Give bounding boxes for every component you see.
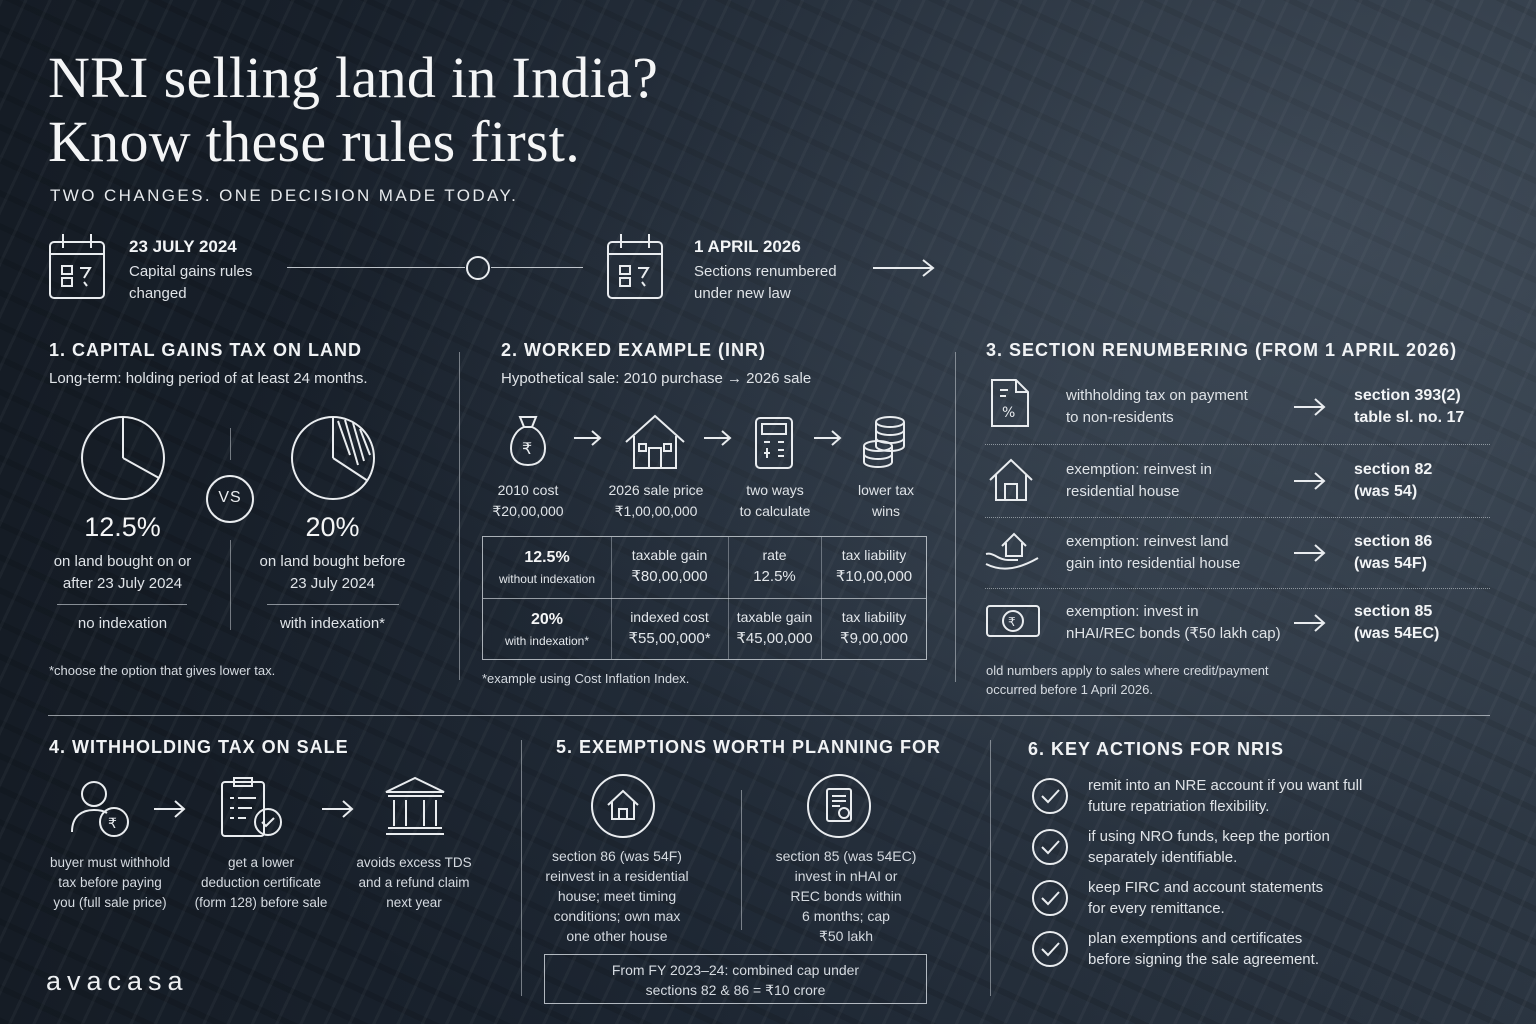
rate-left: 12.5% on land bought on or after 23 July… <box>53 512 192 592</box>
table-row-2-label: 20% with indexation* <box>504 611 590 648</box>
section-1-footnote: *choose the option that gives lower tax. <box>49 663 276 678</box>
page-title: NRI selling land in India? Know these ru… <box>48 45 659 174</box>
withholding-step-1: buyer must withhold tax before paying you … <box>49 855 171 910</box>
timeline-event-1: 23 JULY 2024 Capital gains rules changed <box>129 237 253 302</box>
section-2-intro: Hypothetical sale: 2010 purchase → 2026 … <box>501 370 812 387</box>
house-circle-icon <box>591 774 655 838</box>
arrow-right-icon <box>814 430 842 446</box>
bond-certificate-icon <box>807 774 871 838</box>
check-circle-icon <box>1032 829 1068 865</box>
rate-right: 20% on land bought before 23 July 2024 <box>259 512 406 592</box>
check-circle-icon <box>1032 931 1068 967</box>
bank-icon <box>385 776 445 835</box>
arrow-right-icon <box>154 800 186 818</box>
rupee-note-icon: ₹ <box>986 605 1040 637</box>
svg-text:₹: ₹ <box>1008 615 1016 629</box>
calculator-icon <box>755 417 793 469</box>
section-1-intro: Long-term: holding period of at least 24… <box>49 370 368 387</box>
timeline-event-2: 1 APRIL 2026 Sections renumbered under n… <box>694 237 837 302</box>
brand-logo: avacasa <box>46 966 189 996</box>
arrow-right-icon <box>574 430 602 446</box>
svg-text:%: % <box>1002 405 1015 421</box>
worked-example-table: 12.5% without indexation taxable gain ₹80,… <box>482 536 927 660</box>
section-4-title: 4. WITHHOLDING TAX ON SALE <box>49 737 349 757</box>
renumber-row-4-new: section 85 (was 54EC) <box>1354 603 1440 642</box>
calendar-icon <box>607 234 663 299</box>
renumber-row-4-desc: exemption: invest in nHAI/REC bonds (₹50 … <box>1066 603 1281 642</box>
action-item-4: plan exemptions and certificates before s… <box>1088 930 1319 968</box>
vs-badge <box>206 475 254 523</box>
clipboard-check-icon <box>221 777 282 837</box>
timeline-node <box>466 256 490 280</box>
renumber-row-3-desc: exemption: reinvest land gain into reside… <box>1066 533 1241 572</box>
check-circle-icon <box>1032 778 1068 814</box>
withholding-step-3: avoids excess TDS and a refund claim next … <box>356 855 472 910</box>
renumber-row-1-desc: withholding tax on payment to non-residen… <box>1066 387 1248 426</box>
step-calculate: two ways to calculate <box>739 482 811 519</box>
tax-document-icon: % <box>991 379 1029 427</box>
arrow-right-icon <box>1294 544 1326 562</box>
arrow-right-icon <box>704 430 732 446</box>
renumber-row-1-new: section 393(2) table sl. no. 17 <box>1354 387 1465 426</box>
exemption-right: section 85 (was 54EC) invest in nHAI or RE… <box>775 848 917 944</box>
pie-chart-icon <box>291 416 375 500</box>
arrow-right-icon <box>1294 614 1326 632</box>
arrow-right-icon <box>322 800 354 818</box>
arrow-right-icon <box>873 259 935 277</box>
action-item-2: if using NRO funds, keep the portion sepa… <box>1088 828 1330 866</box>
arrow-right-icon <box>1294 398 1326 416</box>
check-circle-icon <box>1032 880 1068 916</box>
step-cost: 2010 cost ₹20,00,000 <box>492 482 564 519</box>
section-1-title: 1. CAPITAL GAINS TAX ON LAND <box>49 340 363 360</box>
section-2-title: 2. WORKED EXAMPLE (INR) <box>501 340 767 360</box>
action-item-1: remit into an NRE account if you want fu… <box>1088 777 1363 815</box>
section-2-footnote: *example using Cost Inflation Index. <box>482 671 690 686</box>
section-6-title: 6. KEY ACTIONS FOR NRIS <box>1028 739 1285 759</box>
timeline-line <box>491 267 583 268</box>
arrow-right-icon <box>1294 472 1326 490</box>
exemption-left: section 86 (was 54F) reinvest in a reside… <box>545 848 689 944</box>
house-icon <box>625 414 685 469</box>
pie-chart-icon <box>81 416 165 500</box>
action-item-3: keep FIRC and account statements for ever… <box>1088 879 1324 917</box>
combined-cap-note <box>544 954 927 1004</box>
hand-house-icon <box>985 532 1039 570</box>
coin-stack-icon <box>863 416 905 468</box>
withholding-step-2: get a lower deduction certificate (form 12… <box>194 855 328 910</box>
step-lower-tax: lower tax wins <box>857 482 915 519</box>
timeline-line <box>287 267 465 268</box>
section-3-title: 3. SECTION RENUMBERING (FROM 1 APRIL 202… <box>986 340 1458 360</box>
renumber-row-3-new: section 86 (was 54F) <box>1354 533 1433 572</box>
house-icon <box>989 458 1033 501</box>
calendar-icon <box>49 234 105 299</box>
svg-text:₹: ₹ <box>108 816 117 832</box>
renumber-row-2-desc: exemption: reinvest in residential house <box>1066 461 1212 500</box>
section-3-footnote: old numbers apply to sales where credit/… <box>986 663 1269 697</box>
section-5-title: 5. EXEMPTIONS WORTH PLANNING FOR <box>556 737 942 757</box>
buyer-rupee-icon: ₹ <box>71 781 129 837</box>
table-row-1-label: 12.5% without indexation <box>498 549 596 586</box>
renumber-row-2-new: section 82 (was 54) <box>1354 461 1433 500</box>
money-bag-icon: ₹ <box>510 416 546 467</box>
svg-text:₹: ₹ <box>522 439 532 458</box>
step-sale-price: 2026 sale price ₹1,00,00,000 <box>608 482 704 519</box>
page-subtitle: TWO CHANGES. ONE DECISION MADE TODAY. <box>50 186 519 205</box>
